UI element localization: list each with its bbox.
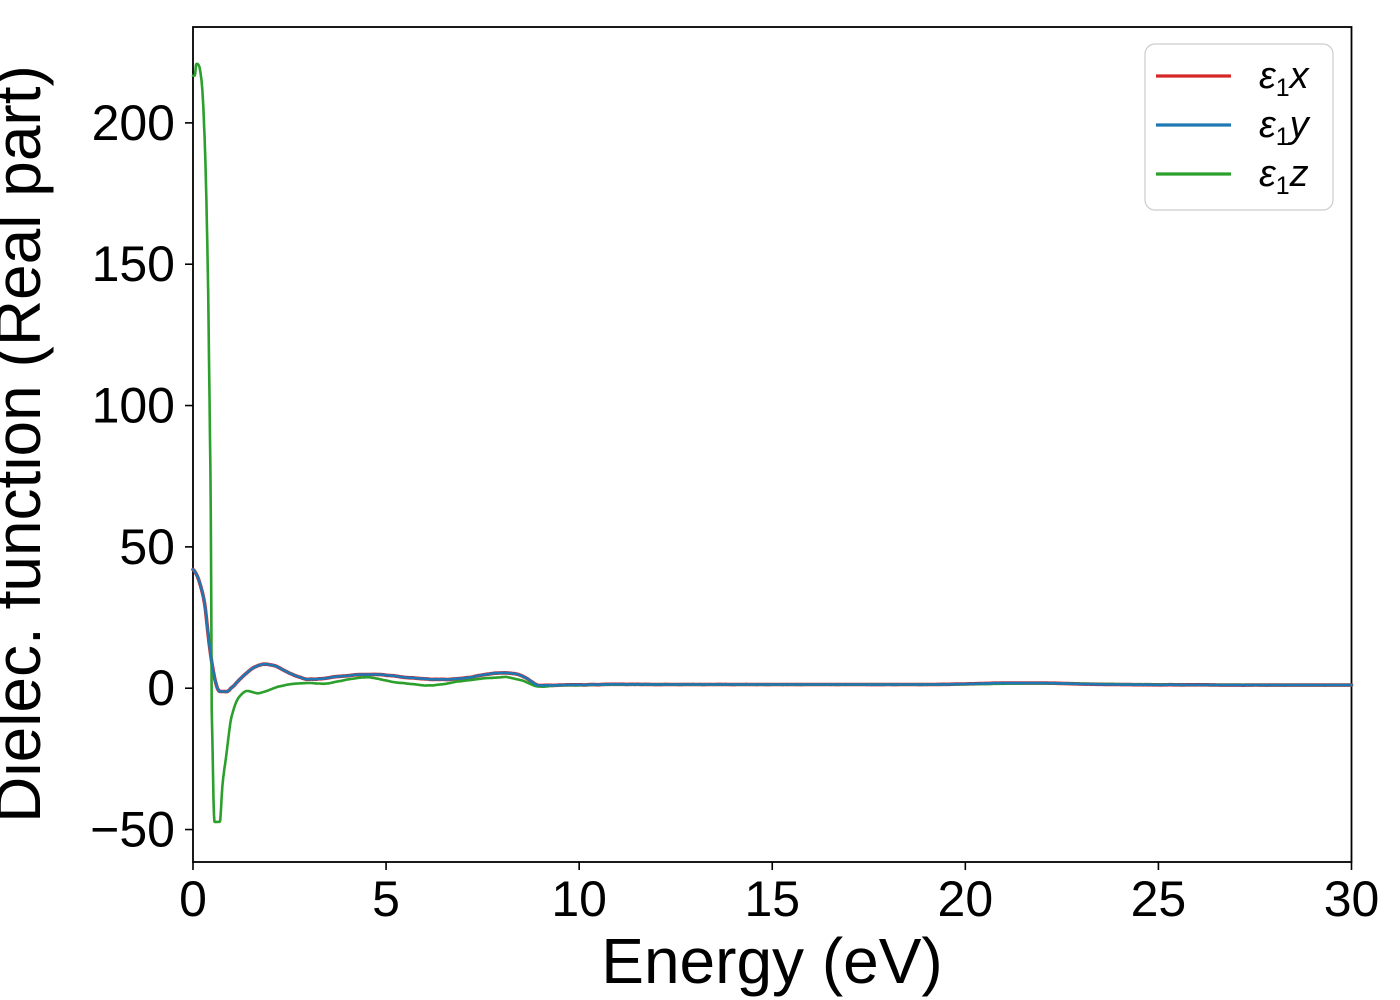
svg-text:200: 200: [92, 95, 175, 151]
svg-text:100: 100: [92, 378, 175, 434]
svg-text:0: 0: [179, 871, 207, 927]
svg-text:20: 20: [938, 871, 994, 927]
svg-text:0: 0: [147, 660, 175, 716]
svg-text:15: 15: [744, 871, 800, 927]
svg-text:5: 5: [372, 871, 400, 927]
svg-text:10: 10: [551, 871, 607, 927]
svg-text:150: 150: [92, 236, 175, 292]
svg-text:Dielec. function (Real part): Dielec. function (Real part): [0, 65, 54, 823]
svg-text:25: 25: [1131, 871, 1187, 927]
svg-text:Energy (eV): Energy (eV): [601, 925, 942, 997]
svg-text:50: 50: [119, 519, 175, 575]
svg-text:30: 30: [1324, 871, 1380, 927]
svg-text:−50: −50: [90, 802, 175, 858]
